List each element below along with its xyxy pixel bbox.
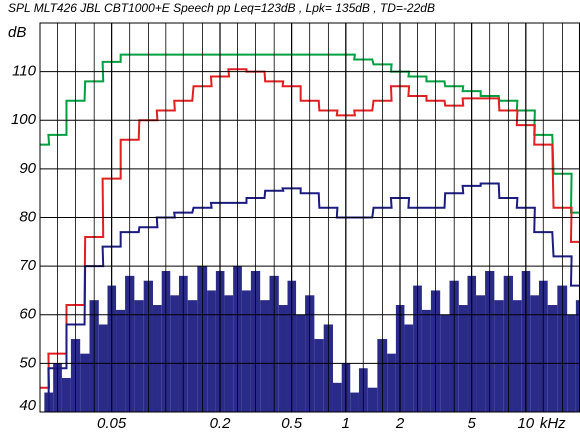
spectrum-bar	[404, 324, 414, 412]
spectrum-bar	[278, 305, 288, 412]
spectrum-bar	[224, 295, 234, 412]
x-tick-label: 0.5	[281, 415, 303, 432]
spectrum-bar	[387, 353, 396, 412]
y-tick-label: 100	[11, 111, 37, 128]
chart-title: SPL MLT426 JBL CBT1000+E Speech pp Leq=1…	[8, 1, 435, 15]
spectrum-bar	[207, 290, 216, 412]
spectrum-bar	[458, 305, 468, 412]
spectrum-bar	[332, 382, 342, 412]
spectrum-bar	[512, 300, 522, 412]
spectrum-bar	[547, 305, 558, 412]
plot-area	[40, 53, 580, 412]
spectrum-bar	[61, 377, 71, 412]
x-axis-label: kHz	[540, 415, 566, 432]
spectrum-bar	[116, 309, 126, 412]
y-tick-label: 40	[19, 397, 36, 414]
x-tick-label: 0.2	[210, 415, 232, 432]
spectrum-bar	[241, 290, 251, 412]
y-tick-label: 110	[12, 63, 37, 80]
x-tick-label: 0.05	[97, 415, 127, 432]
spectrum-bar	[494, 300, 504, 412]
x-tick-label: 10	[517, 415, 534, 432]
spectrum-bar	[350, 392, 359, 412]
spectrum-bar	[152, 305, 162, 412]
x-tick-label: 2	[395, 415, 405, 432]
y-axis-label: dB	[8, 24, 26, 41]
spectrum-bar	[260, 300, 270, 412]
y-tick-label: 60	[19, 306, 36, 323]
y-tick-label: 70	[19, 257, 36, 274]
spectrum-bar	[134, 300, 144, 412]
y-tick-label: 90	[19, 160, 36, 177]
spectrum-bar	[80, 353, 90, 412]
spectrum-bar	[314, 339, 324, 412]
y-tick-label: 80	[19, 208, 36, 225]
spectrum-bar	[575, 300, 580, 412]
spectrum-bar	[476, 295, 486, 412]
spectrum-bar	[421, 309, 431, 412]
spectrum-bar	[367, 387, 378, 412]
spectrum-bar	[170, 295, 179, 412]
x-tick-label: 1	[342, 415, 350, 432]
axes: 40 50 60 70 80 90 100 110 0.05 0.2 0.5 1 2 5 10 kHz	[11, 22, 580, 432]
spectrum-bar	[98, 324, 108, 412]
y-tick-label: 50	[19, 354, 36, 371]
series-line	[40, 53, 580, 214]
spectrum-bar	[530, 295, 539, 412]
x-tick-label: 5	[467, 415, 476, 432]
spectrum-bar	[187, 300, 198, 412]
